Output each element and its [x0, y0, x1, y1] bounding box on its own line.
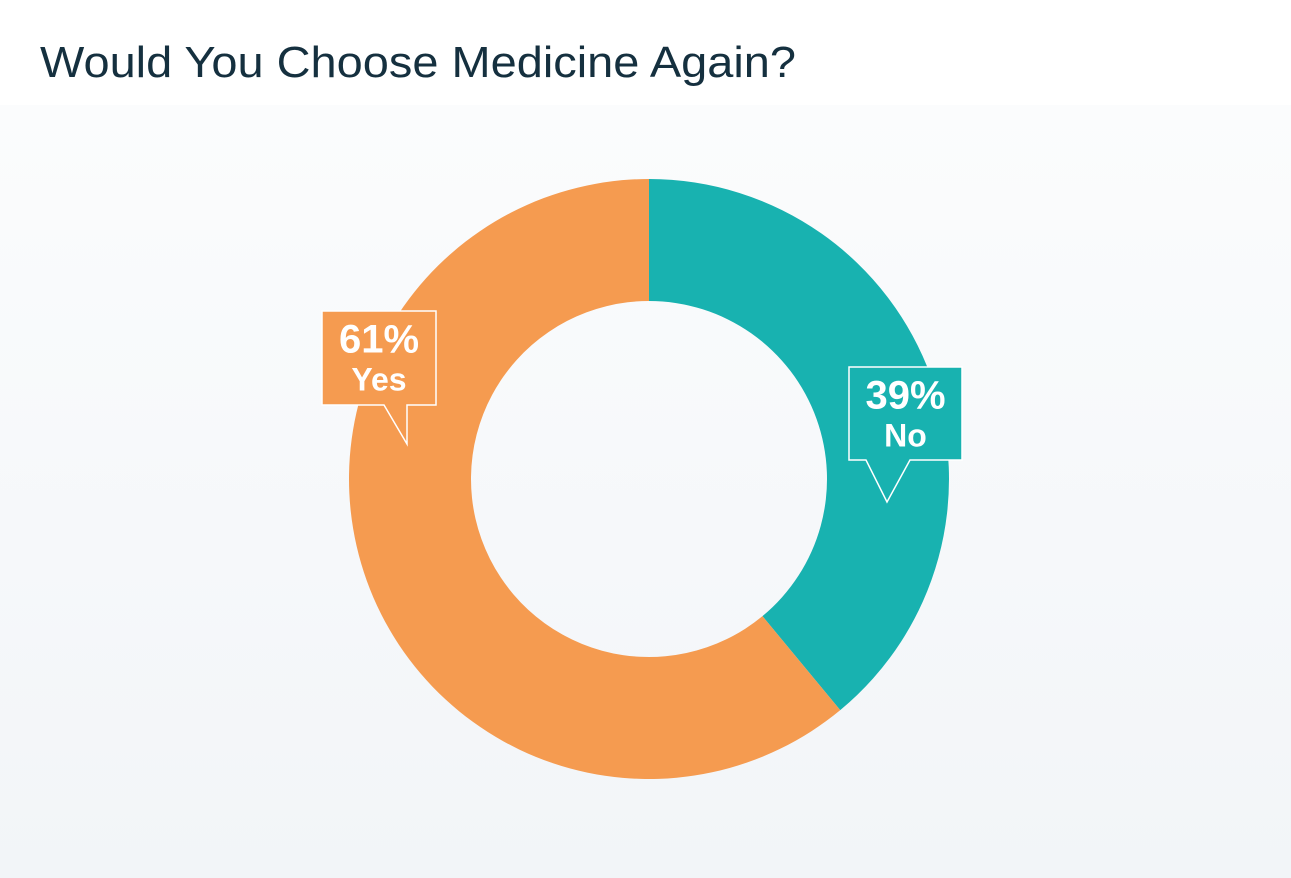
value-label: 61%	[339, 318, 419, 362]
callout-box	[848, 366, 963, 504]
callout-box	[321, 310, 437, 447]
category-label: No	[884, 417, 927, 453]
slice	[349, 179, 841, 779]
category-label: Yes	[351, 361, 406, 397]
slice	[649, 179, 950, 711]
value-label: 39%	[865, 374, 945, 418]
chart-title: Would You Choose Medicine Again?	[40, 38, 796, 87]
